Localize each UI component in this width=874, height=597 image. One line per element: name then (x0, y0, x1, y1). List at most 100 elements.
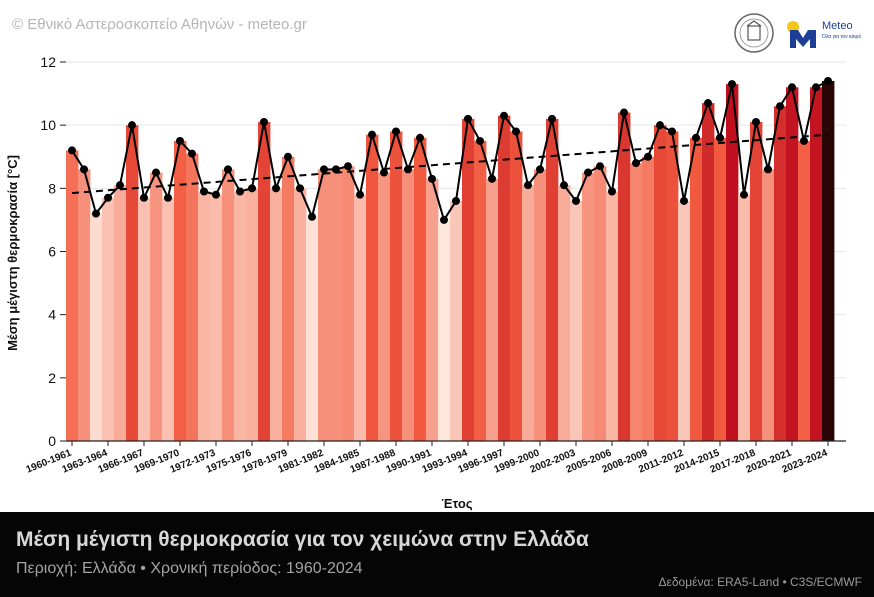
bar (702, 103, 715, 441)
chart-subtitle: Περιοχή: Ελλάδα • Χρονική περίοδος: 1960… (16, 560, 363, 577)
data-point (68, 146, 76, 155)
data-point (548, 114, 556, 123)
bar (510, 131, 523, 441)
data-point (152, 168, 160, 177)
trend-line-group (71, 133, 829, 195)
bar (474, 140, 487, 442)
bar (138, 197, 151, 441)
meteo-logo-text: Meteo (822, 20, 853, 32)
bar (366, 134, 379, 441)
data-point (176, 136, 184, 145)
data-point (284, 152, 292, 161)
data-point (692, 133, 700, 142)
trend-line (71, 133, 829, 195)
bar (666, 131, 679, 441)
data-point (248, 184, 256, 193)
data-point (404, 165, 412, 174)
data-point (392, 127, 400, 136)
data-point (560, 181, 568, 190)
bar (462, 118, 475, 441)
data-point (524, 181, 532, 190)
bar (102, 197, 115, 441)
data-point (452, 196, 460, 205)
data-point (464, 114, 472, 123)
data-point (368, 130, 376, 139)
data-point (668, 127, 676, 136)
bar (486, 178, 499, 441)
data-point (596, 162, 604, 171)
data-point (512, 127, 520, 136)
bar (378, 172, 391, 441)
bar (774, 106, 787, 441)
bar (594, 166, 607, 441)
data-point (212, 190, 220, 199)
bar (258, 122, 271, 441)
meteo-logo: Meteo Όλα για τον καιρό (786, 18, 866, 52)
data-point (800, 136, 808, 145)
footer-panel: Μέση μέγιστη θερμοκρασία για τον χειμώνα… (0, 512, 874, 597)
bar (810, 87, 823, 442)
bar (114, 185, 127, 441)
bar (786, 87, 799, 442)
data-point (104, 193, 112, 202)
data-point (188, 149, 196, 158)
bar (66, 150, 79, 441)
data-point (620, 108, 628, 117)
data-point (812, 83, 820, 92)
data-point (728, 80, 736, 89)
data-point (320, 165, 328, 174)
bar (522, 185, 535, 441)
bar (342, 166, 355, 441)
bar (210, 194, 223, 441)
y-tick-label: 12 (40, 54, 56, 70)
data-point (116, 181, 124, 190)
data-point (128, 121, 136, 130)
bar (414, 137, 427, 442)
data-point (572, 196, 580, 205)
data-point (92, 209, 100, 218)
bar (162, 197, 175, 441)
bar (498, 115, 511, 442)
bar (174, 140, 187, 442)
data-point (644, 152, 652, 161)
bar (606, 191, 619, 441)
bar (294, 188, 307, 441)
data-point (704, 99, 712, 108)
data-point (764, 165, 772, 174)
bar (762, 169, 775, 441)
bar (714, 137, 727, 442)
bar (306, 216, 319, 441)
bar (90, 213, 103, 441)
data-point (140, 193, 148, 202)
bar (282, 156, 295, 441)
data-point (440, 215, 448, 224)
y-tick-label: 2 (48, 370, 56, 386)
y-axis-label: Μέση μέγιστη θερμοκρασία [°C] (5, 155, 20, 351)
bar (198, 191, 211, 441)
bar (150, 172, 163, 441)
data-point (356, 190, 364, 199)
y-tick-label: 0 (48, 433, 56, 449)
bar (330, 169, 343, 441)
data-point (752, 118, 760, 127)
bar (630, 163, 643, 442)
data-point (608, 187, 616, 196)
bar (690, 137, 703, 442)
bars (66, 80, 835, 442)
data-point (272, 184, 280, 193)
y-tick-label: 6 (48, 244, 56, 260)
data-point (536, 165, 544, 174)
bar (186, 153, 199, 441)
data-point (788, 83, 796, 92)
bar (426, 178, 439, 441)
bar (546, 118, 559, 441)
observatory-seal-logo (733, 12, 775, 54)
bar (270, 188, 283, 441)
bar (78, 169, 91, 441)
bar (570, 200, 583, 441)
bar (822, 80, 835, 441)
data-source: Δεδομένα: ERA5-Land • C3S/ECMWF (658, 575, 863, 589)
x-axis-label: Έτος (441, 496, 472, 511)
data-point (200, 187, 208, 196)
bar (450, 200, 463, 441)
